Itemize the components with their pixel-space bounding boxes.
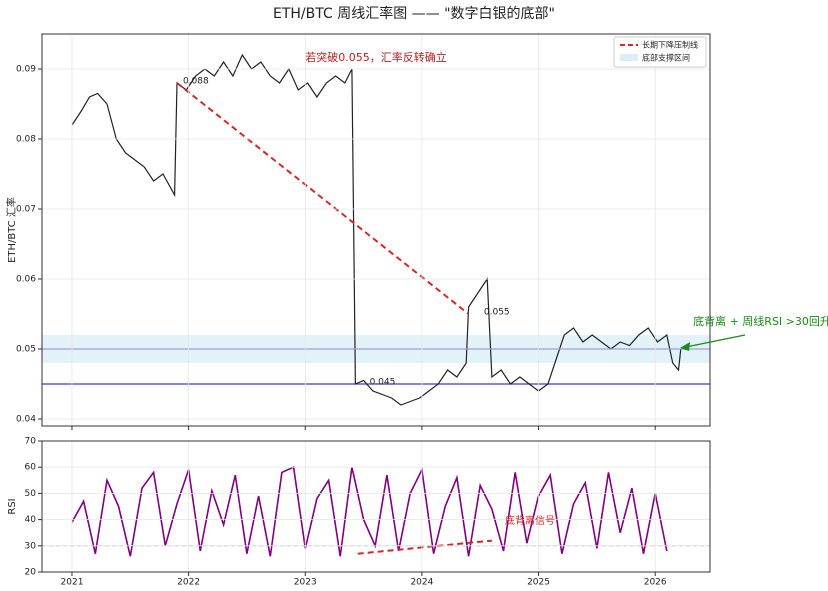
- y-tick-label: 20: [25, 568, 37, 578]
- arrow-head: [680, 342, 690, 351]
- figure-title: ETH/BTC 周线汇率图 —— "数字白银的底部": [273, 5, 555, 22]
- x-tick-label: 2026: [644, 578, 667, 588]
- axes-frame: [41, 33, 711, 427]
- annotation: 若突破0.055，汇率反转确立: [305, 50, 447, 64]
- data-line: [71, 53, 682, 406]
- x-tick-label: 2022: [177, 578, 200, 588]
- y-tick-label: 40: [25, 515, 37, 525]
- trend-line: [176, 82, 470, 315]
- y-tick-label: 70: [25, 437, 37, 447]
- point-label: 0.055: [484, 308, 510, 318]
- legend-swatch: [620, 54, 638, 61]
- legend-label: 底部支撑区间: [642, 53, 690, 63]
- y-tick-label: 0.05: [16, 345, 36, 355]
- y-tick-label: 0.06: [16, 275, 36, 285]
- y-tick-label: 30: [25, 541, 37, 551]
- plot-area: [42, 466, 710, 557]
- x-tick-label: 2021: [61, 578, 84, 588]
- y-tick-label: 60: [25, 463, 37, 473]
- y-tick-label: 50: [25, 489, 37, 499]
- x-tick-label: 2025: [527, 578, 550, 588]
- y-tick-label: 0.04: [16, 415, 36, 425]
- y-tick-label: 0.08: [16, 135, 36, 145]
- annotation: 底背离 + 周线RSI >30回升: [693, 314, 828, 328]
- data-line: [71, 466, 668, 557]
- plot-area: [42, 53, 710, 406]
- x-tick-label: 2024: [410, 578, 433, 588]
- point-label: 0.088: [183, 77, 209, 87]
- legend-label: 长期下降压制线: [642, 40, 698, 50]
- y-tick-label: 0.09: [16, 65, 36, 75]
- y-axis-label: RSI: [7, 498, 18, 514]
- y-axis-label: ETH/BTC 汇率: [5, 197, 18, 263]
- annotation-arrow: [685, 334, 746, 348]
- x-tick-label: 2023: [294, 578, 317, 588]
- annotation: 底背离信号: [505, 514, 555, 527]
- point-label: 0.045: [370, 378, 396, 388]
- axes-frame: [41, 440, 711, 573]
- y-tick-label: 0.07: [16, 205, 36, 215]
- trend-line: [357, 539, 492, 555]
